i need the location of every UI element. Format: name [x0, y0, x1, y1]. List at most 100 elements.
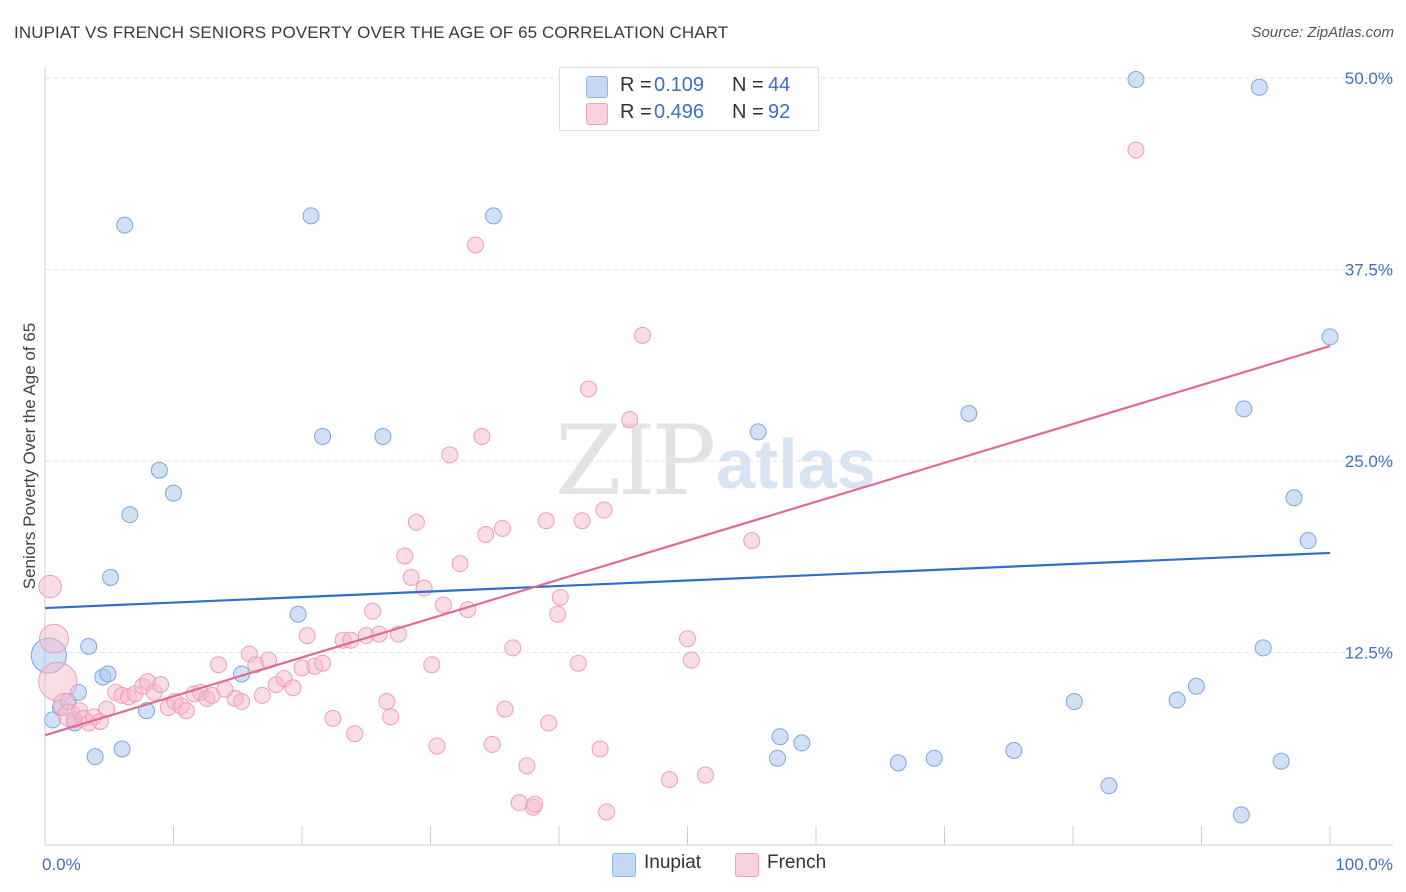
french-point-63 — [466, 236, 484, 254]
inupiat-point-31 — [889, 754, 907, 772]
french-point-80 — [580, 380, 598, 398]
french-point-73 — [526, 795, 544, 813]
inupiat-point-42 — [1250, 78, 1268, 96]
inupiat-point-19 — [302, 207, 320, 225]
french-point-48 — [364, 602, 382, 620]
french-point-1 — [39, 623, 69, 654]
inupiat-point-44 — [1272, 752, 1290, 770]
french-point-23 — [177, 702, 195, 720]
french-point-43 — [324, 709, 342, 727]
french-point-69 — [504, 639, 522, 657]
french-point-61 — [451, 555, 469, 573]
french-point-88 — [682, 651, 700, 669]
french-point-46 — [346, 725, 364, 743]
inupiat-point-29 — [771, 728, 789, 746]
french-point-50 — [378, 693, 396, 711]
inupiat-point-7 — [86, 748, 104, 766]
n-label: N = — [732, 101, 764, 123]
french-point-83 — [598, 803, 616, 821]
inupiat-swatch — [586, 76, 608, 98]
french-legend-label: French — [767, 852, 827, 873]
french-point-85 — [634, 326, 652, 344]
french-point-76 — [549, 605, 567, 623]
y-tick-label-2: 37.5% — [1345, 261, 1393, 280]
french-point-90 — [743, 532, 761, 550]
french-point-87 — [679, 630, 696, 648]
french-point-51 — [382, 708, 400, 726]
inupiat-point-41 — [1235, 400, 1253, 418]
french-point-40 — [298, 627, 316, 645]
inupiat-point-45 — [1285, 489, 1303, 507]
french-point-71 — [518, 757, 536, 775]
french-point-56 — [415, 579, 433, 597]
french-n-value: 92 — [768, 101, 791, 123]
french-point-86 — [661, 771, 679, 789]
french-point-66 — [483, 735, 501, 753]
french-point-91 — [1127, 141, 1145, 159]
french-point-19 — [152, 676, 170, 694]
french-point-81 — [591, 740, 609, 758]
inupiat-point-36 — [1100, 777, 1118, 795]
watermark-atlas: atlas — [716, 425, 876, 503]
n-label: N = — [732, 74, 764, 96]
french-point-38 — [284, 679, 302, 697]
french-point-70 — [510, 794, 528, 812]
x-tick-label-0: 0.0% — [42, 855, 81, 874]
inupiat-legend-label: Inupiat — [644, 852, 702, 873]
inupiat-point-20 — [314, 427, 332, 445]
inupiat-point-34 — [1005, 742, 1023, 760]
inupiat-legend-swatch — [612, 853, 636, 877]
y-tick-label-3: 50.0% — [1345, 69, 1393, 88]
french-point-60 — [441, 446, 459, 464]
inupiat-point-33 — [960, 405, 978, 423]
inupiat-point-38 — [1168, 691, 1186, 709]
source-label: Source: ZipAtlas.com — [1251, 24, 1394, 41]
french-point-68 — [496, 700, 514, 718]
inupiat-point-35 — [1065, 693, 1083, 711]
french-trend-line — [44, 345, 1331, 737]
inupiat-point-43 — [1254, 639, 1272, 657]
french-point-82 — [595, 501, 613, 519]
french-point-34 — [253, 686, 271, 704]
y-tick-label-0: 12.5% — [1345, 644, 1393, 663]
french-point-64 — [473, 427, 491, 445]
french-swatch — [586, 103, 608, 125]
inupiat-point-47 — [1321, 328, 1339, 346]
french-point-42 — [314, 654, 332, 672]
inupiat-point-10 — [102, 568, 120, 586]
inupiat-trend-line — [44, 551, 1331, 610]
inupiat-point-9 — [99, 665, 117, 683]
french-legend-swatch — [735, 853, 759, 877]
french-point-55 — [407, 513, 425, 531]
inupiat-point-28 — [768, 749, 786, 767]
y-tick-label-1: 25.0% — [1345, 452, 1393, 471]
french-point-54 — [402, 568, 420, 586]
inupiat-point-6 — [80, 637, 98, 655]
french-point-28 — [209, 656, 227, 674]
inupiat-point-37 — [1127, 71, 1145, 89]
french-point-31 — [233, 693, 251, 711]
inupiat-point-22 — [484, 207, 502, 225]
legend-stats: R = 0.109 N = 44 R = 0.496 N = 92 — [559, 67, 819, 131]
r-label: R = — [620, 101, 652, 123]
inupiat-point-39 — [1187, 677, 1205, 695]
french-point-65 — [477, 526, 495, 544]
french-point-75 — [540, 714, 558, 732]
french-point-57 — [423, 656, 441, 674]
french-point-67 — [493, 519, 511, 537]
x-tick-label-1: 100.0% — [1335, 855, 1393, 874]
inupiat-n-value: 44 — [768, 74, 791, 96]
inupiat-point-12 — [116, 216, 134, 234]
french-point-78 — [569, 654, 587, 672]
legend-series: Inupiat French — [612, 852, 852, 877]
inupiat-r-value: 0.109 — [654, 74, 705, 96]
french-point-53 — [396, 547, 414, 565]
inupiat-point-27 — [749, 423, 767, 441]
inupiat-point-16 — [165, 484, 182, 502]
inupiat-point-40 — [1232, 806, 1250, 824]
french-point-58 — [428, 737, 446, 755]
french-point-59 — [434, 596, 452, 614]
inupiat-point-30 — [793, 734, 811, 752]
inupiat-point-32 — [925, 749, 943, 767]
